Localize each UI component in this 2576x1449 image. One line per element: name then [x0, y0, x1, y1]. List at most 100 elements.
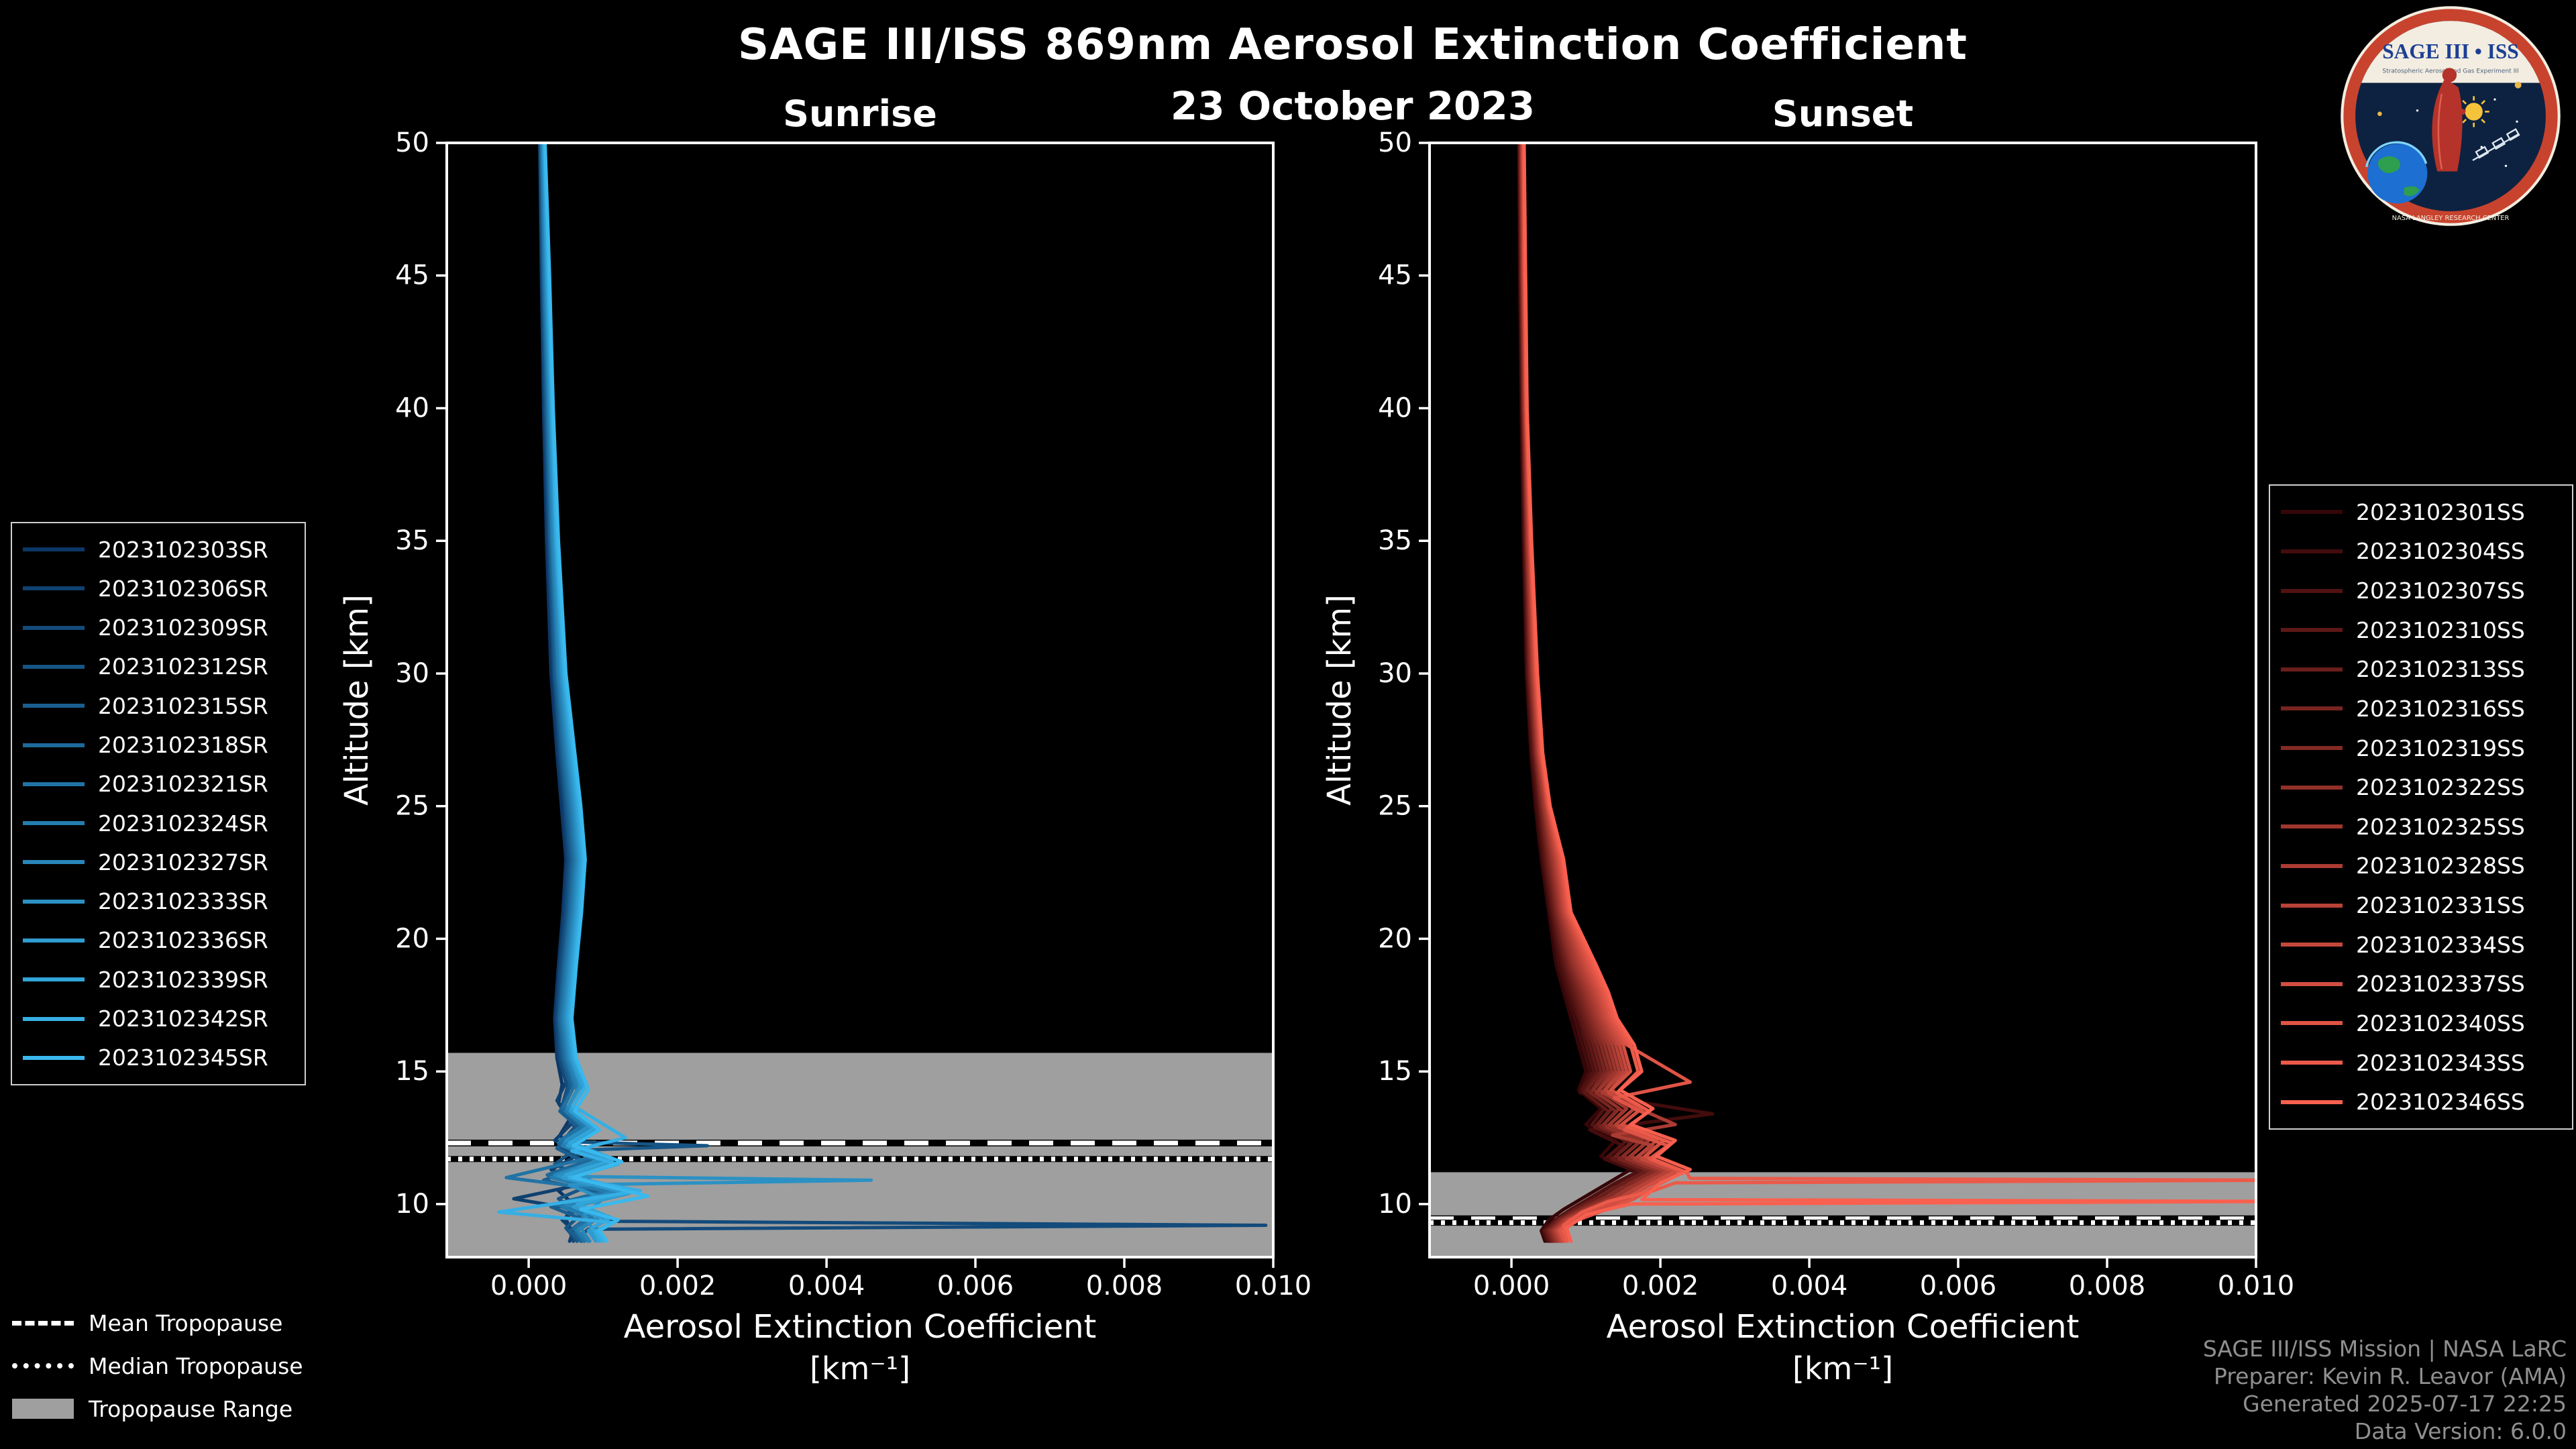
legend-item-label: 2023102316SS	[2356, 695, 2525, 722]
y-tick-label: 20	[395, 923, 429, 954]
legend-item-label: 2023102322SS	[2356, 774, 2525, 801]
legend-item-label: 2023102327SR	[98, 849, 268, 875]
y-tick-label: 25	[1378, 791, 1412, 822]
legend-item-label: 2023102313SS	[2356, 656, 2525, 683]
y-tick-label: 35	[1378, 525, 1412, 556]
y-tick-label: 25	[395, 791, 429, 822]
legend-line-sample	[2281, 588, 2343, 593]
legend-item-label: 2023102319SS	[2356, 735, 2525, 761]
logo-top-band	[2361, 21, 2540, 83]
legend-item-label: 2023102325SS	[2356, 813, 2525, 840]
credits-preparer: Preparer: Kevin R. Leavor (AMA)	[2214, 1363, 2567, 1389]
sunrise-chart-svg: 0.000 0.002 0.004 0.006 0.008 0.010 10 15 20 25 30…	[338, 127, 1311, 1387]
sunset-chart-svg: 0.000 0.002 0.004 0.006 0.008 0.010 10 15 20 25 30…	[1321, 127, 2294, 1387]
legend-line-sample	[23, 1055, 85, 1060]
y-tick-label: 20	[1378, 923, 1412, 954]
x-axis-label: Aerosol Extinction Coefficient	[624, 1308, 1097, 1346]
median-tropopause-legend-item: Median Tropopause	[12, 1350, 303, 1382]
plot-frame	[445, 142, 1275, 1258]
legend-item: 2023102342SR	[23, 1006, 294, 1032]
legend-line-sample	[23, 1016, 85, 1021]
legend-item: 2023102339SR	[23, 967, 294, 993]
tropopause-legend: Mean Tropopause Median Tropopause Tropop…	[12, 1307, 303, 1425]
legend-item: 2023102322SS	[2281, 774, 2561, 800]
credits-generated: Generated 2025-07-17 22:25	[2243, 1391, 2567, 1417]
legend-item: 2023102336SR	[23, 927, 294, 953]
x-axis-units: [km⁻¹]	[810, 1350, 910, 1387]
logo-title: SAGE III • ISS	[2382, 40, 2519, 63]
legend-item-label: 2023102301SS	[2356, 498, 2525, 525]
legend-item-label: 2023102307SS	[2356, 578, 2525, 604]
legend-item: 2023102313SS	[2281, 656, 2561, 682]
plot-frame	[1428, 142, 2257, 1258]
legend-line-sample	[23, 704, 85, 708]
x-tick-label: 0.000	[1473, 1271, 1550, 1301]
credits-block: SAGE III/ISS Mission | NASA LaRC Prepare…	[2203, 1335, 2567, 1445]
legend-item-label: 2023102334SS	[2356, 931, 2525, 958]
legend-item-label: 2023102328SS	[2356, 853, 2525, 879]
y-tick-label: 50	[395, 127, 429, 158]
legend-item: 2023102315SR	[23, 693, 294, 719]
profiles-group	[497, 143, 1268, 1243]
legend-item-label: 2023102340SS	[2356, 1010, 2525, 1036]
legend-item: 2023102324SR	[23, 810, 294, 837]
y-tick-label: 40	[395, 393, 429, 424]
legend-line-sample	[23, 586, 85, 591]
sunrise-plot: 0.000 0.002 0.004 0.006 0.008 0.010 10 15 20 25 30…	[338, 127, 1311, 1387]
legend-line-sample	[23, 821, 85, 826]
legend-line-sample	[2281, 510, 2343, 515]
legend-item: 2023102304SS	[2281, 538, 2561, 564]
legend-item: 2023102307SS	[2281, 578, 2561, 604]
legend-item: 2023102333SR	[23, 888, 294, 914]
legend-line-sample	[2281, 943, 2343, 947]
tropopause-range-sample	[12, 1399, 74, 1419]
y-tick-label: 50	[1378, 127, 1412, 158]
legend-line-sample	[2281, 863, 2343, 868]
legend-line-sample	[2281, 824, 2343, 829]
x-tick-label: 0.008	[2069, 1271, 2146, 1301]
legend-item: 2023102325SS	[2281, 814, 2561, 840]
legend-item-label: 2023102339SR	[98, 966, 268, 993]
legend-item: 2023102312SR	[23, 653, 294, 680]
y-axis-label: Altitude [km]	[338, 594, 376, 806]
legend-line-sample	[23, 547, 85, 552]
sage-iss-logo: SAGE III • ISS Stratospheric Aerosol and…	[2341, 6, 2561, 226]
legend-item-label: 2023102345SR	[98, 1044, 268, 1071]
x-axis-units: [km⁻¹]	[1792, 1350, 1893, 1387]
x-axis-label: Aerosol Extinction Coefficient	[1607, 1308, 2080, 1346]
legend-item-label: 2023102315SR	[98, 692, 268, 719]
x-tick-label: 0.004	[1771, 1271, 1848, 1301]
x-tick-label: 0.002	[639, 1271, 716, 1301]
legend-item-label: 2023102321SR	[98, 771, 268, 798]
legend-line-sample	[23, 782, 85, 786]
legend-item: 2023102340SS	[2281, 1010, 2561, 1036]
legend-line-sample	[2281, 1061, 2343, 1065]
legend-item-label: 2023102309SR	[98, 614, 268, 641]
tropopause-range-label: Tropopause Range	[89, 1395, 293, 1422]
x-tick-label: 0.010	[2218, 1271, 2295, 1301]
profile-line-2023102343SS	[1522, 143, 2256, 1243]
legend-item: 2023102319SS	[2281, 735, 2561, 761]
profile-line-2023102346SS	[1522, 143, 2256, 1243]
sunset-plot: 0.000 0.002 0.004 0.006 0.008 0.010 10 15 20 25 30…	[1321, 127, 2294, 1387]
legend-item: 2023102316SS	[2281, 696, 2561, 722]
tropopause-range-legend-item: Tropopause Range	[12, 1393, 303, 1425]
legend-item: 2023102321SR	[23, 771, 294, 797]
y-tick-label: 30	[1378, 658, 1412, 689]
x-tick-label: 0.004	[788, 1271, 865, 1301]
profile-line-2023102345SR	[543, 143, 650, 1243]
x-tick-label: 0.006	[1920, 1271, 1997, 1301]
legend-line-sample	[23, 977, 85, 982]
legend-item: 2023102327SR	[23, 849, 294, 875]
sunset-legend: 2023102301SS 2023102304SS 2023102307SS 2023…	[2269, 484, 2573, 1130]
legend-item-label: 2023102312SR	[98, 653, 268, 680]
sunrise-panel-title: Sunrise	[783, 93, 937, 135]
y-tick-label: 45	[1378, 260, 1412, 291]
logo-moon	[2514, 81, 2522, 89]
legend-item: 2023102310SS	[2281, 617, 2561, 643]
legend-item-label: 2023102337SS	[2356, 971, 2525, 998]
profile-line-2023102303SR	[538, 143, 586, 1243]
legend-item: 2023102301SS	[2281, 499, 2561, 525]
y-tick-label: 45	[395, 260, 429, 291]
y-tick-label: 10	[1378, 1189, 1412, 1220]
